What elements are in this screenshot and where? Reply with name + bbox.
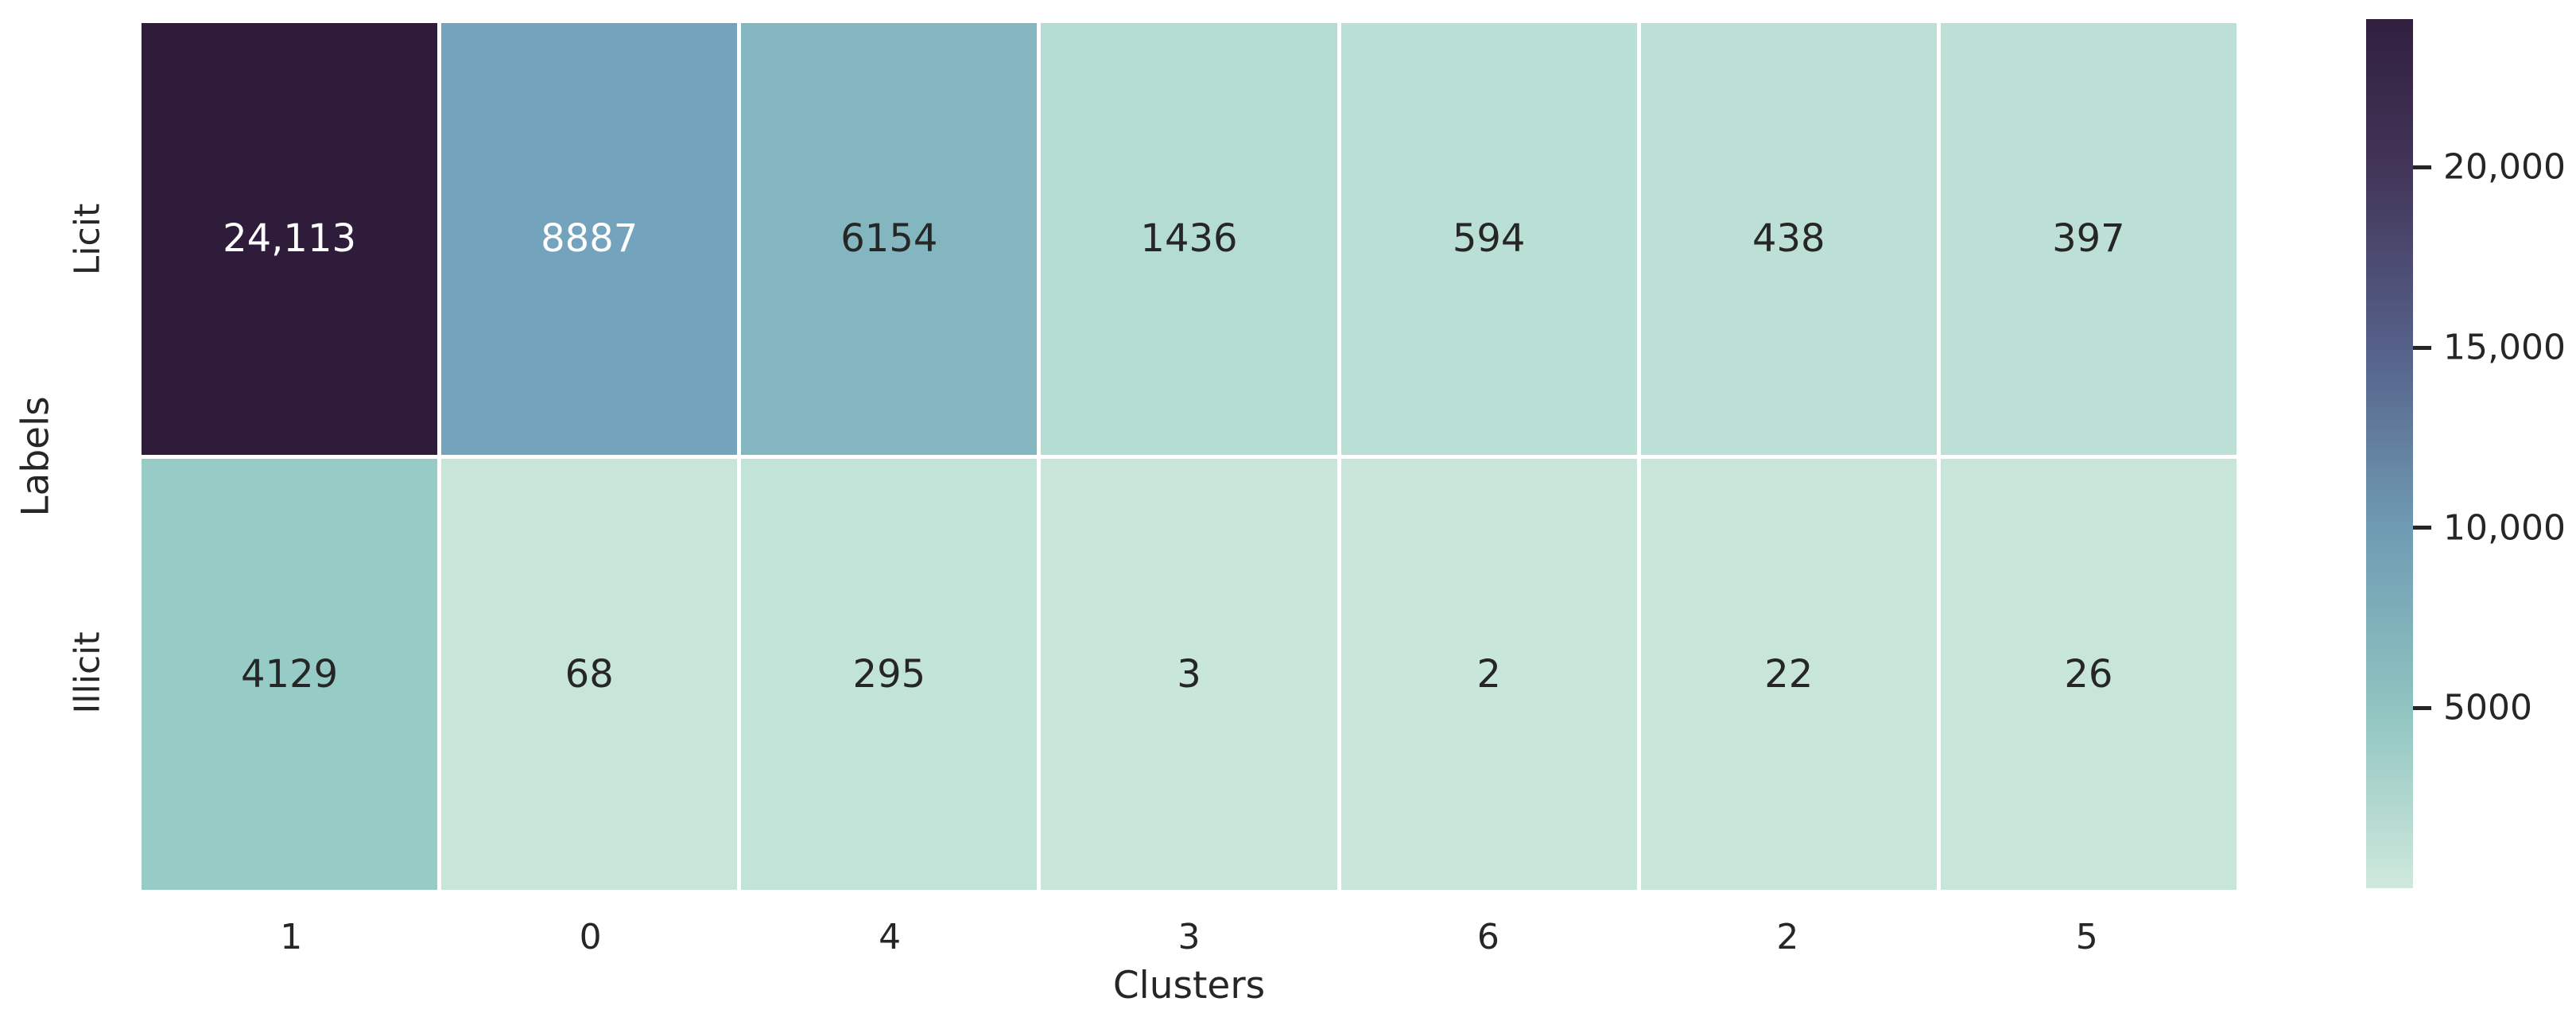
cell-value: 438 [1752, 216, 1825, 262]
x-tick-label: 6 [1476, 916, 1499, 957]
heatmap-cell: 594 [1340, 23, 1637, 455]
cell-value: 2 [1476, 651, 1501, 697]
cell-value: 6154 [840, 216, 938, 262]
x-ticks: 1 0 4 3 6 2 5 [142, 914, 2237, 959]
cell-value: 3 [1177, 651, 1201, 697]
colorbar-tick [2413, 165, 2431, 169]
heatmap-cell: 2 [1340, 458, 1637, 890]
cell-value: 295 [852, 651, 926, 697]
x-tick-label: 4 [879, 916, 902, 957]
colorbar-tick-label: 10,000 [2443, 507, 2566, 549]
colorbar-tick [2413, 705, 2431, 710]
x-tick-label: 0 [579, 916, 602, 957]
cell-value: 4129 [240, 651, 339, 697]
cell-value: 594 [1452, 216, 1526, 262]
colorbar-tick [2413, 345, 2431, 350]
cell-value: 68 [564, 651, 614, 697]
x-tick-label: 5 [2075, 916, 2098, 957]
heatmap-cell: 6154 [741, 23, 1038, 455]
heatmap-cell: 3 [1041, 458, 1337, 890]
heatmap-cell: 4129 [142, 458, 438, 890]
colorbar-tick-label: 20,000 [2443, 146, 2566, 188]
heatmap-cell: 68 [441, 458, 738, 890]
colorbar-tick-label: 5000 [2443, 687, 2532, 728]
x-axis-label: Clusters [1112, 964, 1266, 1008]
cell-value: 26 [2064, 651, 2113, 697]
x-tick-label: 1 [280, 916, 303, 957]
heatmap-cell: 397 [1940, 23, 2237, 455]
heatmap-cell: 24,113 [142, 23, 438, 455]
cell-value: 24,113 [223, 216, 357, 262]
cell-value: 1436 [1140, 216, 1238, 262]
heatmap-cell: 8887 [441, 23, 738, 455]
heatmap-cell: 1436 [1041, 23, 1337, 455]
x-tick-label: 3 [1177, 916, 1201, 957]
x-tick-label: 2 [1776, 916, 1799, 957]
y-tick-label-licit: Licit [67, 203, 108, 276]
colorbar-tick-label: 15,000 [2443, 327, 2566, 368]
colorbar-gradient [2366, 19, 2413, 888]
colorbar-tick [2413, 526, 2431, 530]
heatmap-cell: 26 [1940, 458, 2237, 890]
heatmap-cell: 438 [1640, 23, 1937, 455]
heatmap-cell: 295 [741, 458, 1038, 890]
heatmap-grid: 24,113 8887 6154 1436 594 438 397 4129 68 295 3 2 22… [142, 23, 2237, 890]
y-tick-label-illicit: Illicit [67, 631, 108, 714]
cell-value: 22 [1764, 651, 1814, 697]
cell-value: 8887 [541, 216, 638, 262]
cell-value: 397 [2052, 216, 2125, 262]
heatmap-cell: 22 [1640, 458, 1937, 890]
y-axis-label: Labels [14, 396, 58, 517]
